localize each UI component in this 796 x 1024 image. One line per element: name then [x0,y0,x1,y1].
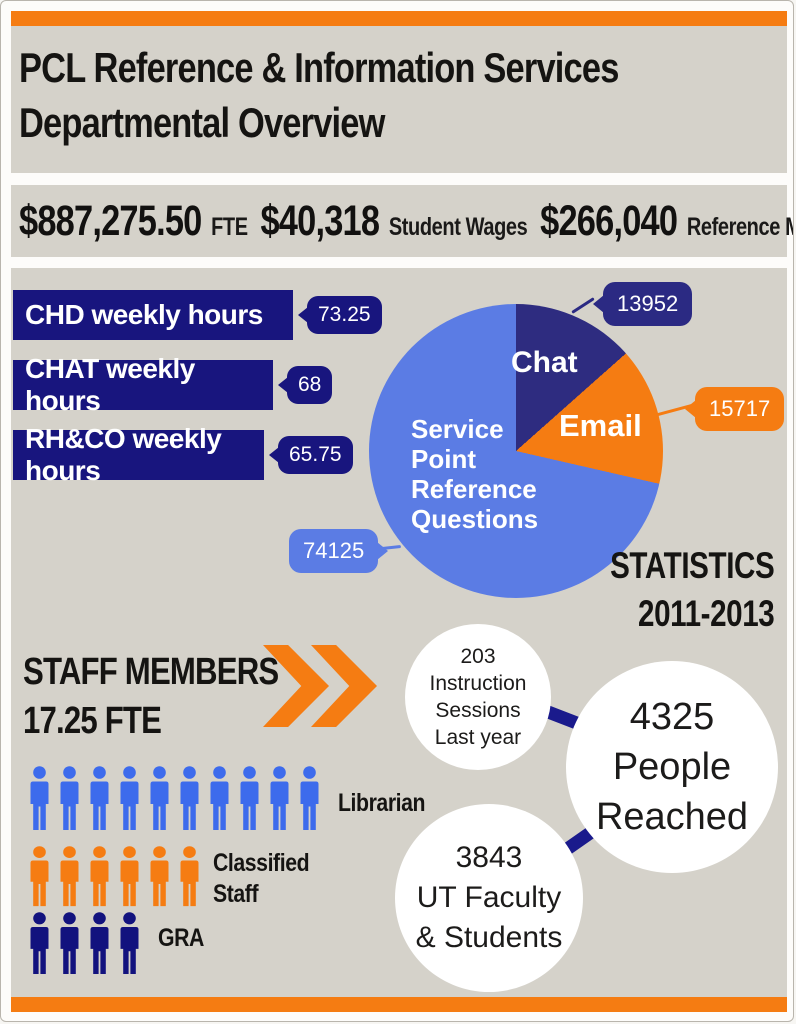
staff-row-gra [26,912,143,976]
statistics-heading-line2: 2011-2013 [637,593,775,634]
reference-questions-pie-chart [369,304,663,598]
weekly-hours-value-callout: 73.25 [307,296,382,334]
person-icon [210,766,229,830]
budget-label-student-wages: Student Wages [388,212,528,241]
person-icon [90,766,109,830]
staff-row-classified-staff [26,846,203,908]
circle-text-line: & Students [415,921,563,954]
person-icon [90,912,109,975]
chat-value-callout: 13952 [603,282,693,326]
person-icon [60,846,79,907]
chat-callout-leader-line [571,297,595,314]
person-icon [120,846,139,907]
circle-text-line: 203 [460,645,496,668]
circle-text-line: 4325 [629,696,715,738]
page-title-line1: PCL Reference & Information Services [19,44,619,91]
person-icon [60,766,79,830]
statistics-heading: STATISTICS 2011-2013 [609,542,775,638]
person-icon [30,846,49,907]
circle-text-line: Sessions [435,699,521,722]
pie-slice-label-email: Email [559,408,642,443]
pie-slice-label-chat: Chat [511,346,578,379]
person-icon [90,846,109,907]
people-reached-circle: 4325 People Reached [566,661,778,873]
budget-amount-student-wages: $40,318 [260,196,380,245]
email-value-callout: 15717 [695,387,785,431]
circle-text-line: Last year [434,726,522,749]
instruction-sessions-circle: 203 Instruction Sessions Last year [405,624,551,770]
staff-group-label-librarian: Librarian [338,789,426,817]
budget-label-fte: FTE [211,212,248,241]
weekly-hours-bar: CHD weekly hours [13,290,293,340]
person-icon [150,766,169,830]
weekly-hours-bar: RH&CO weekly hours [13,423,264,486]
page-title-line2: Departmental Overview [19,99,385,146]
bottom-accent-bar [11,997,787,1012]
budget-label-reference-material: Reference Material [686,212,793,241]
staff-heading-line1: STAFF MEMBERS [23,651,279,693]
weekly-hours-list: CHD weekly hours 73.25 CHAT weekly hours 68… [13,290,382,500]
circle-text-line: People [612,746,732,788]
service-point-value-callout: 74125 [289,529,379,573]
person-icon [120,766,139,830]
person-icon [60,912,79,975]
person-icon [120,912,139,975]
budget-row: $887,275.50 FTE $40,318 Student Wages $2… [19,196,793,246]
staff-group-label-gra: GRA [158,924,204,952]
person-icon [150,846,169,907]
circle-text-line: UT Faculty [416,881,562,914]
weekly-hours-row: CHAT weekly hours 68 [13,353,382,416]
pie-slice-label-service-point: Service Point Reference Questions [411,414,539,534]
circle-text-line: Instruction [429,672,527,695]
weekly-hours-row: RH&CO weekly hours 65.75 [13,423,382,486]
person-icon [30,766,49,830]
ut-faculty-students-circle: 3843 UT Faculty & Students [395,804,583,992]
person-icon [180,846,199,907]
budget-amount-reference-material: $266,040 [540,196,678,245]
staff-group-label-classified-staff: Classified Staff [213,849,310,908]
title-block: PCL Reference & Information Services Dep… [11,26,787,173]
person-icon [180,766,199,830]
staff-heading-line2: 17.25 FTE [23,700,162,742]
person-icon [240,766,259,830]
budget-block: $887,275.50 FTE $40,318 Student Wages $2… [11,185,793,257]
staff-row-librarian [26,766,323,832]
top-accent-bar [11,11,787,26]
statistics-block: CHD weekly hours 73.25 CHAT weekly hours 68… [11,268,787,997]
person-icon [270,766,289,830]
person-icon [300,766,319,830]
page-title: PCL Reference & Information Services Dep… [19,40,619,150]
weekly-hours-value-callout: 65.75 [278,436,353,474]
staff-members-heading: STAFF MEMBERS 17.25 FTE [23,648,279,746]
budget-amount-fte: $887,275.50 [19,196,202,245]
weekly-hours-row: CHD weekly hours 73.25 [13,290,382,340]
person-icon [30,912,49,975]
statistics-heading-line1: STATISTICS [609,545,775,586]
circle-text-line: Reached [595,796,749,838]
weekly-hours-bar: CHAT weekly hours [13,353,273,416]
weekly-hours-value-callout: 68 [287,366,333,404]
circle-text-line: 3843 [455,841,523,874]
